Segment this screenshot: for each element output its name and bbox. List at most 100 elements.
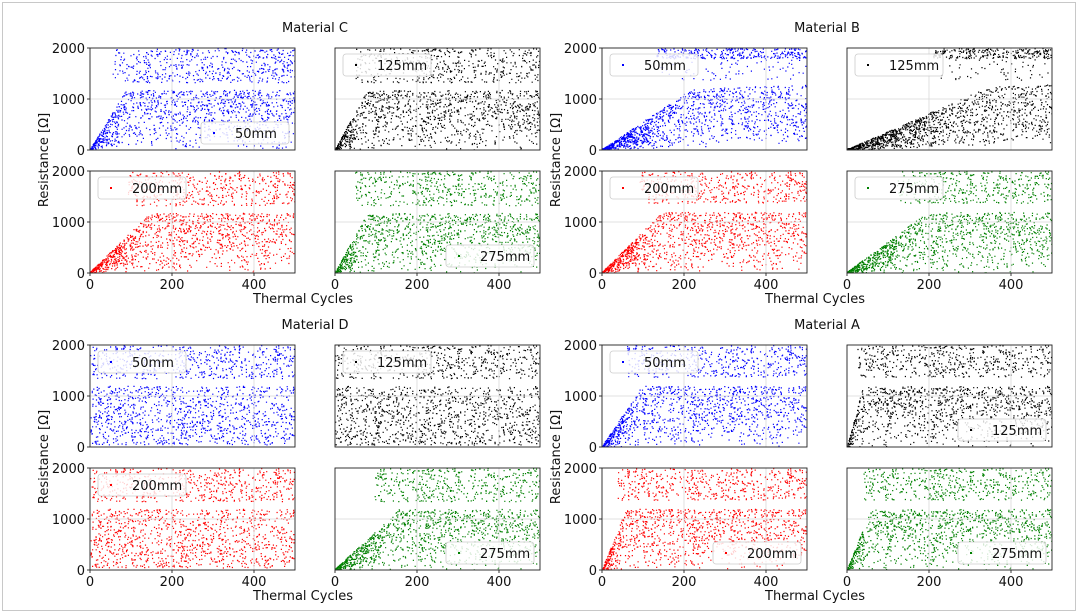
legend: 275mm <box>854 176 944 200</box>
panel-title: Material A <box>794 318 860 333</box>
legend: 200mm <box>609 176 699 200</box>
legend-box <box>854 53 944 77</box>
x-tick-label: 400 <box>487 278 512 293</box>
legend-label: 50mm <box>235 127 277 142</box>
legend-marker <box>458 552 460 554</box>
legend-box <box>712 541 802 565</box>
y-tick-label: 2000 <box>52 165 85 180</box>
y-axis-label: Resistance [Ω] <box>549 410 564 504</box>
x-tick-label: 400 <box>242 575 267 590</box>
legend-label: 50mm <box>644 356 686 371</box>
axes-frame <box>334 344 541 448</box>
subplot-275mm: 0 200 400 275mm <box>843 467 1053 590</box>
axes-frame <box>846 47 1053 151</box>
y-tick-label: 2000 <box>52 462 85 477</box>
x-tick-label: 200 <box>672 575 697 590</box>
legend: 125mm <box>342 350 432 374</box>
y-tick-label: 1000 <box>564 93 597 108</box>
legend: 50mm <box>97 350 187 374</box>
y-tick-label: 0 <box>77 564 85 579</box>
subplot-200mm: 0 1000 2000 0 200 400 200mm <box>52 462 296 590</box>
x-tick-label: 0 <box>86 575 94 590</box>
data-point-series <box>847 171 1052 273</box>
legend-box <box>957 541 1047 565</box>
legend-label: 200mm <box>747 547 797 562</box>
x-tick-label: 400 <box>754 575 779 590</box>
legend-marker <box>970 552 972 554</box>
x-tick-label: 200 <box>405 575 430 590</box>
x-tick-label: 200 <box>405 278 430 293</box>
x-tick-label: 0 <box>331 278 339 293</box>
legend: 275mm <box>957 541 1047 565</box>
axes-frame <box>846 170 1053 274</box>
y-tick-label: 0 <box>589 144 597 159</box>
legend-label: 200mm <box>132 182 182 197</box>
x-tick-label: 0 <box>598 575 606 590</box>
x-tick-label: 200 <box>672 278 697 293</box>
subplot-125mm: 125mm <box>334 47 541 151</box>
y-axis-label: Resistance [Ω] <box>37 113 52 207</box>
x-tick-label: 200 <box>160 278 185 293</box>
legend-label: 200mm <box>644 182 694 197</box>
y-tick-label: 2000 <box>564 165 597 180</box>
legend: 275mm <box>445 244 535 268</box>
x-tick-label: 0 <box>86 278 94 293</box>
subplot-125mm: 125mm <box>334 344 541 448</box>
x-axis-label: Thermal Cycles <box>252 292 353 307</box>
legend: 125mm <box>854 53 944 77</box>
y-axis-label: Resistance [Ω] <box>37 410 52 504</box>
x-tick-label: 400 <box>487 575 512 590</box>
x-tick-label: 0 <box>843 575 851 590</box>
panel-title: Material C <box>282 21 348 36</box>
legend-box <box>854 176 944 200</box>
subplot-275mm: 0 200 400 275mm <box>331 170 541 293</box>
legend-label: 275mm <box>480 547 530 562</box>
x-tick-label: 0 <box>331 575 339 590</box>
legend-label: 50mm <box>132 356 174 371</box>
scatter-points <box>335 48 540 150</box>
data-point-series <box>335 345 540 446</box>
data-point-series <box>90 48 295 150</box>
panel-title: Material B <box>794 21 860 36</box>
legend-box <box>342 350 432 374</box>
legend-label: 275mm <box>992 547 1042 562</box>
legend-box <box>957 418 1047 442</box>
y-tick-label: 0 <box>589 267 597 282</box>
y-tick-label: 1000 <box>564 513 597 528</box>
subplot-50mm: 0 1000 2000 50mm <box>52 42 296 159</box>
legend-box <box>609 350 699 374</box>
legend-marker <box>355 64 357 66</box>
scatter-points <box>90 48 295 150</box>
legend-box <box>342 53 432 77</box>
legend-marker <box>725 552 727 554</box>
legend-label: 275mm <box>480 250 530 265</box>
legend-marker <box>458 255 460 257</box>
legend: 275mm <box>445 541 535 565</box>
panel-title: Material D <box>282 318 349 333</box>
legend: 50mm <box>200 121 290 145</box>
subplot-125mm: 125mm <box>846 344 1053 448</box>
x-tick-label: 400 <box>999 278 1024 293</box>
data-point-series <box>335 48 540 150</box>
legend-box <box>609 176 699 200</box>
x-tick-label: 200 <box>160 575 185 590</box>
legend-box <box>445 244 535 268</box>
x-tick-label: 200 <box>917 278 942 293</box>
x-axis-label: Thermal Cycles <box>252 589 353 604</box>
y-tick-label: 2000 <box>564 339 597 354</box>
x-axis-label: Thermal Cycles <box>764 292 865 307</box>
y-tick-label: 0 <box>77 267 85 282</box>
subplot-50mm: 0 1000 2000 50mm <box>52 339 296 456</box>
x-tick-label: 400 <box>999 575 1024 590</box>
scatter-points <box>335 468 540 570</box>
axes-frame <box>846 344 1053 448</box>
axes-frame <box>334 170 541 274</box>
y-tick-label: 1000 <box>52 513 85 528</box>
y-tick-label: 0 <box>77 144 85 159</box>
y-tick-label: 1000 <box>52 390 85 405</box>
x-tick-label: 0 <box>843 278 851 293</box>
legend: 200mm <box>712 541 802 565</box>
legend-marker <box>622 64 624 66</box>
